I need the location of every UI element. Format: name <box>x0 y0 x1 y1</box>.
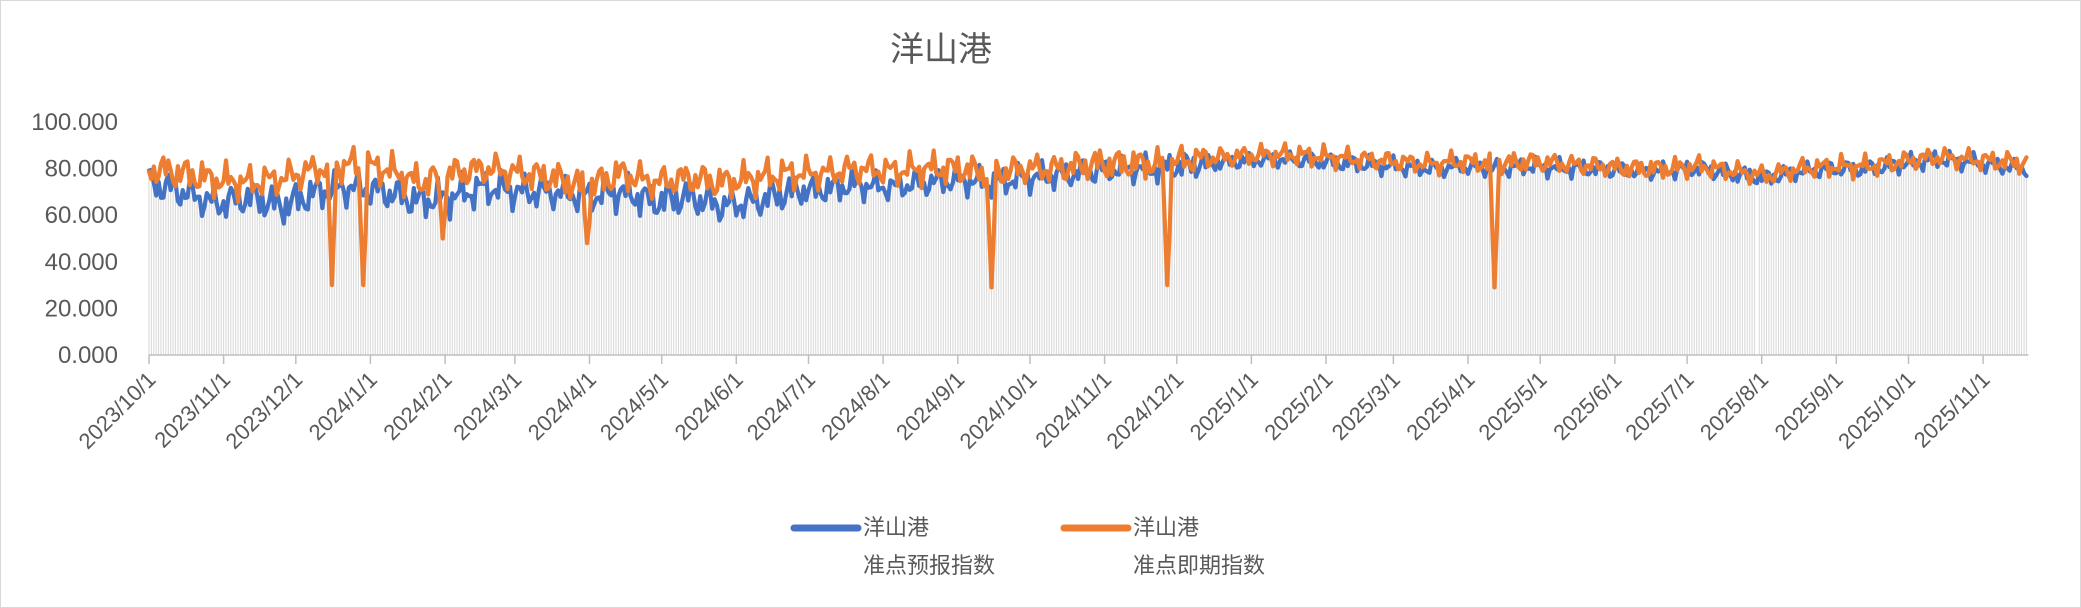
dropline-grid <box>148 151 2028 355</box>
legend: 洋山港 准点预报指数 洋山港 准点即期指数 <box>790 515 1265 578</box>
y-axis-label: 100.000 <box>31 109 118 136</box>
legend-label-forecast-line2: 准点预报指数 <box>863 553 995 578</box>
x-axis-label: 2025/6/1 <box>1548 367 1626 445</box>
series-lines[interactable] <box>146 141 2029 290</box>
x-axis-label: 2025/4/1 <box>1401 367 1479 445</box>
series-spot-line[interactable] <box>146 141 2029 290</box>
x-axis-label: 2024/3/1 <box>448 367 526 445</box>
x-axis-label: 2023/10/1 <box>74 367 161 454</box>
x-axis-label: 2024/8/1 <box>816 367 894 445</box>
legend-item-spot[interactable]: 洋山港 准点即期指数 <box>1060 515 1265 578</box>
y-axis-label: 20.000 <box>45 295 118 322</box>
x-axis-label: 2025/10/1 <box>1833 367 1920 454</box>
x-axis-label: 2024/11/1 <box>1030 367 1116 453</box>
y-axis-label: 40.000 <box>45 249 118 276</box>
x-axis-label: 2025/3/1 <box>1327 367 1405 445</box>
y-axis-label: 0.000 <box>58 342 118 369</box>
x-axis-label: 2023/12/1 <box>220 367 307 454</box>
x-axis-label: 2024/2/1 <box>378 367 456 445</box>
x-axis-label: 2025/11/1 <box>1909 367 1995 453</box>
x-axis-label: 2025/7/1 <box>1620 367 1698 445</box>
x-axis-label: 2024/7/1 <box>742 367 820 445</box>
x-axis-label: 2023/11/1 <box>149 367 235 453</box>
x-axis-label: 2025/8/1 <box>1695 367 1773 445</box>
chart-title[interactable]: 洋山港 <box>890 31 992 69</box>
x-axis-label: 2024/4/1 <box>523 367 601 445</box>
x-axis <box>148 354 2029 364</box>
x-axis-label: 2024/12/1 <box>1101 367 1188 454</box>
x-axis-ticks <box>148 355 1984 364</box>
x-axis-label: 2024/6/1 <box>670 367 748 445</box>
x-axis-label: 2024/5/1 <box>595 367 673 445</box>
legend-item-forecast[interactable]: 洋山港 准点预报指数 <box>790 515 995 578</box>
legend-label-spot-line1: 洋山港 <box>1133 515 1199 540</box>
y-axis-label: 60.000 <box>45 202 118 229</box>
x-axis-label: 2025/5/1 <box>1474 367 1552 445</box>
x-axis-label: 2025/2/1 <box>1259 367 1337 445</box>
dropline-path <box>148 151 2028 355</box>
legend-label-spot-line2: 准点即期指数 <box>1133 553 1265 578</box>
x-axis-label: 2024/10/1 <box>955 367 1042 454</box>
y-axis-label: 80.000 <box>45 156 118 183</box>
legend-label-forecast-line1: 洋山港 <box>863 515 929 540</box>
y-axis-labels: 0.000 20.000 40.000 60.000 80.000 100.000 <box>31 109 118 369</box>
x-axis-label: 2024/1/1 <box>304 367 382 445</box>
x-axis-labels: 2023/10/12023/11/12023/12/12024/1/12024/… <box>74 367 1995 454</box>
x-axis-label: 2025/1/1 <box>1185 367 1263 445</box>
